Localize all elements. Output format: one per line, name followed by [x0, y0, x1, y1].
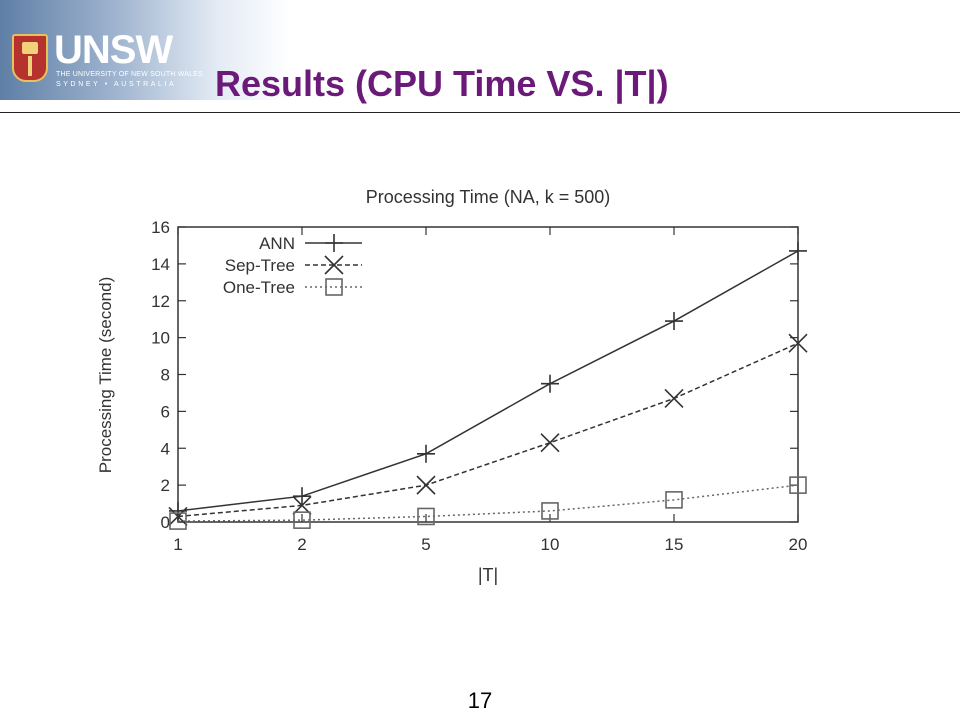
data-point-sep-tree: [540, 433, 560, 453]
x-tick-label: 20: [789, 535, 808, 554]
data-point-one-tree: [789, 476, 807, 494]
x-tick-label: 2: [297, 535, 306, 554]
page-number: 17: [467, 688, 493, 713]
title-divider: [0, 112, 960, 113]
series-line-sep-tree: [177, 342, 799, 518]
data-point-one-tree: [293, 511, 311, 529]
logo-wordmark: UNSW: [54, 28, 173, 72]
y-tick-label: 10: [151, 329, 170, 348]
x-tick-label: 15: [665, 535, 684, 554]
data-point-sep-tree: [664, 388, 684, 409]
y-tick-label: 8: [161, 366, 170, 385]
logo-subtitle: THE UNIVERSITY OF NEW SOUTH WALES: [56, 71, 204, 78]
y-tick-label: 2: [161, 476, 170, 495]
slide-title: Results (CPU Time VS. |T|): [215, 63, 669, 104]
data-point-one-tree: [417, 507, 435, 526]
y-tick-label: 14: [151, 255, 170, 274]
x-tick-label: 5: [421, 535, 430, 554]
chart-title: Processing Time (NA, k = 500): [366, 187, 611, 207]
legend-marker-one-tree: [325, 278, 343, 296]
data-point-sep-tree: [416, 475, 436, 495]
legend-label-ann: ANN: [259, 234, 295, 253]
x-tick-label: 10: [541, 535, 560, 554]
logo-banner: UNSW THE UNIVERSITY OF NEW SOUTH WALES S…: [0, 0, 290, 100]
logo-location: SYDNEY • AUSTRALIA: [56, 81, 177, 88]
data-point-one-tree: [169, 512, 187, 530]
series-line-ann: [177, 250, 799, 512]
x-tick-label: 1: [173, 535, 182, 554]
data-point-one-tree: [665, 491, 683, 509]
y-tick-label: 0: [161, 513, 170, 532]
y-tick-label: 4: [161, 439, 170, 458]
legend-label-sep-tree: Sep-Tree: [225, 256, 295, 275]
data-point-one-tree: [541, 502, 559, 520]
unsw-crest-icon: [12, 34, 48, 82]
x-axis-label: |T|: [478, 565, 498, 585]
y-tick-label: 16: [151, 218, 170, 237]
y-tick-label: 6: [161, 402, 170, 421]
legend-label-one-tree: One-Tree: [223, 278, 295, 297]
data-point-sep-tree: [168, 506, 188, 527]
legend-marker-sep-tree: [324, 255, 344, 275]
y-tick-label: 12: [151, 292, 170, 311]
data-point-sep-tree: [788, 333, 808, 353]
series-line-one-tree: [177, 484, 799, 522]
y-axis-label: Processing Time (second): [96, 277, 115, 474]
